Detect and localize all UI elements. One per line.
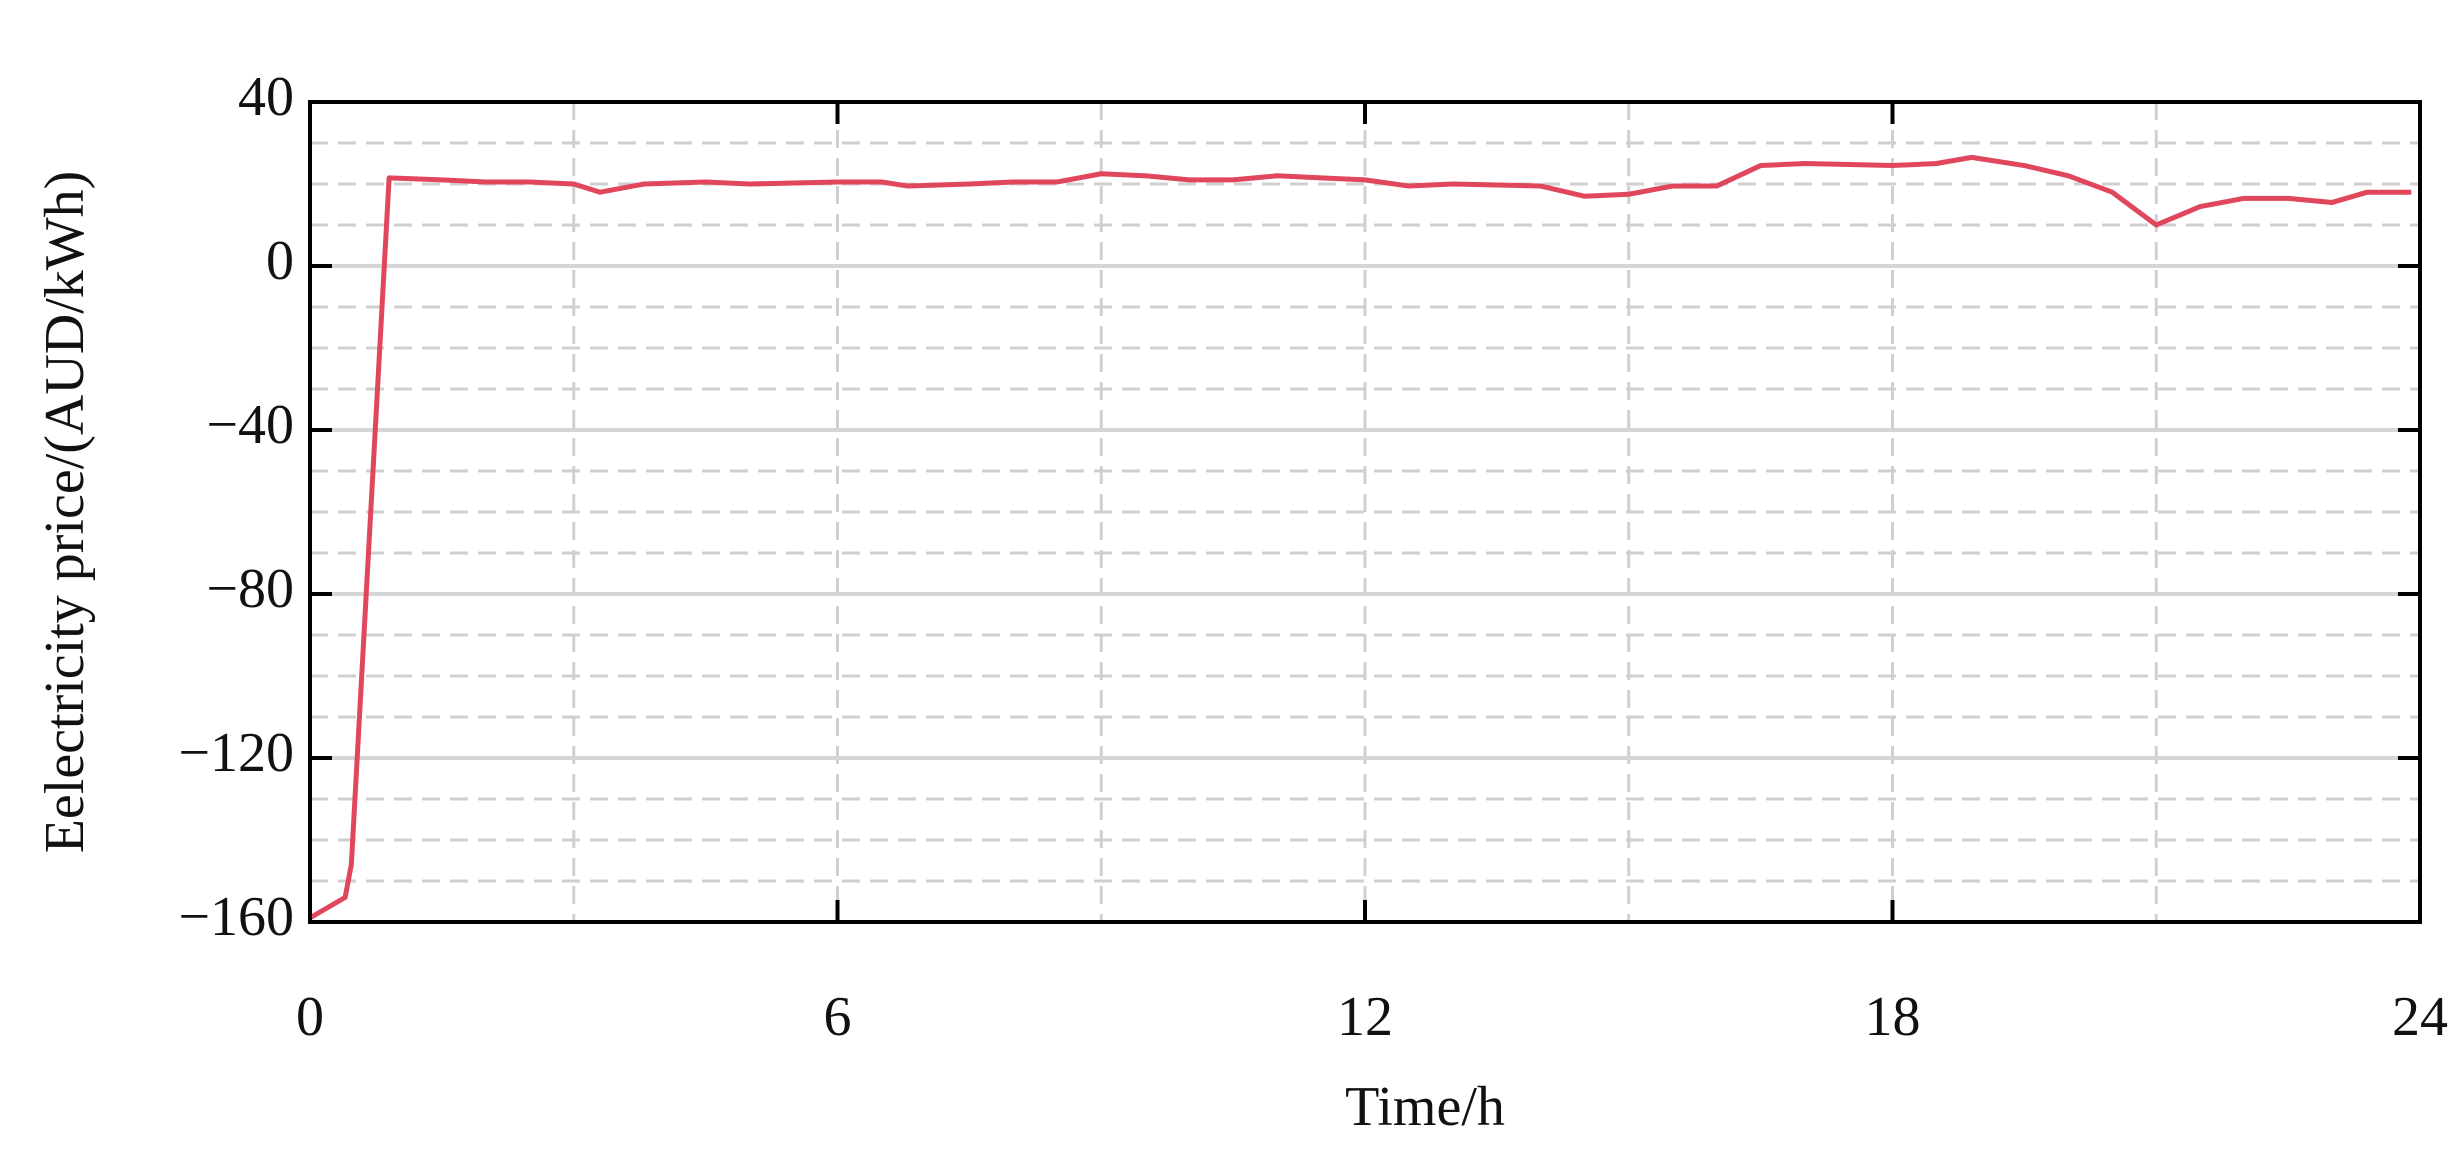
plot-frame xyxy=(308,100,2422,924)
y-tick-label: 40 xyxy=(238,66,294,128)
x-axis-title: Time/h xyxy=(1345,1076,1505,1138)
x-tick-label: 24 xyxy=(2392,986,2448,1048)
x-tick-label: 0 xyxy=(296,986,324,1048)
y-axis-title: Eelectricity price/(AUD/kWh) xyxy=(34,171,96,854)
y-tick-label: −120 xyxy=(178,722,294,784)
x-tick-label: 12 xyxy=(1337,986,1393,1048)
x-tick-label: 6 xyxy=(824,986,852,1048)
line xyxy=(308,154,2412,921)
y-tick-label: −80 xyxy=(206,558,294,620)
x-tick-label: 18 xyxy=(1865,986,1921,1048)
y-tick-label: −160 xyxy=(178,886,294,948)
y-tick-label: −40 xyxy=(206,394,294,456)
y-tick-label: 0 xyxy=(266,230,294,292)
